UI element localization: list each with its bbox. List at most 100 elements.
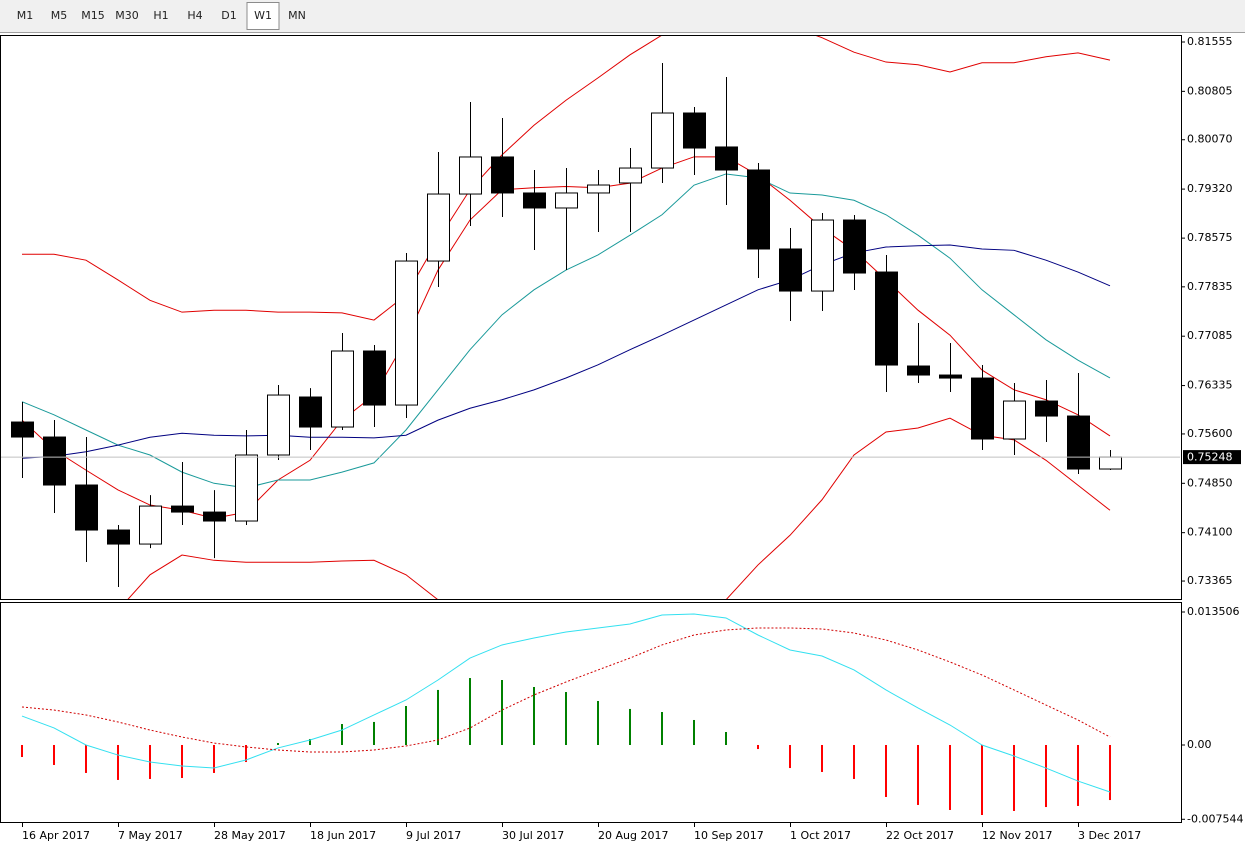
y-tick-label: 0.78575 bbox=[1187, 231, 1233, 244]
indicator-line bbox=[22, 36, 1111, 321]
x-tick-label: 18 Jun 2017 bbox=[310, 829, 376, 842]
candle-body bbox=[43, 436, 66, 486]
active-timeframe bbox=[246, 2, 280, 30]
timeframe-button[interactable]: D1 bbox=[221, 9, 236, 22]
y-tick-label: 0.013506 bbox=[1187, 605, 1240, 618]
candle-body bbox=[203, 511, 226, 522]
x-tick-label: 9 Jul 2017 bbox=[406, 829, 461, 842]
histogram-bar bbox=[757, 744, 759, 750]
histogram-bar bbox=[629, 708, 631, 745]
histogram-bar bbox=[661, 712, 663, 745]
candle-body bbox=[779, 248, 802, 292]
timeframe-button[interactable]: M5 bbox=[51, 9, 68, 22]
histogram-bar bbox=[917, 744, 919, 805]
histogram-bar bbox=[725, 731, 727, 745]
x-tick-label: 3 Dec 2017 bbox=[1078, 829, 1141, 842]
indicator-line bbox=[127, 417, 1111, 599]
timeframe-button[interactable]: H4 bbox=[187, 9, 202, 22]
histogram-bar bbox=[1077, 744, 1079, 806]
indicator-plot bbox=[21, 613, 1111, 816]
y-tick-label: 0.79320 bbox=[1187, 182, 1233, 195]
x-tick-label: 20 Aug 2017 bbox=[598, 829, 668, 842]
x-tick-label: 7 May 2017 bbox=[118, 829, 183, 842]
histogram-bar bbox=[373, 721, 375, 745]
histogram-bar bbox=[821, 744, 823, 772]
candle-body bbox=[555, 192, 578, 209]
candle-body bbox=[267, 394, 290, 456]
histogram-bar bbox=[309, 738, 311, 745]
y-tick-label: 0.76335 bbox=[1187, 379, 1233, 392]
candle-body bbox=[747, 169, 770, 250]
histogram-bar bbox=[501, 680, 503, 745]
timeframe-button[interactable]: M15 bbox=[81, 9, 105, 22]
candle-body bbox=[939, 374, 962, 379]
histogram-bar bbox=[1109, 744, 1111, 801]
y-tick-label: 0.80070 bbox=[1187, 133, 1233, 146]
y-tick-label: -0.007544 bbox=[1187, 812, 1243, 825]
histogram-bar bbox=[53, 744, 55, 765]
current-price-label: 0.75248 bbox=[1187, 451, 1233, 464]
toolbar bbox=[0, 0, 1245, 32]
y-tick-label: 0.75600 bbox=[1187, 427, 1233, 440]
candle-body bbox=[1067, 415, 1090, 470]
timeframe-button[interactable]: W1 bbox=[254, 9, 272, 22]
candle-body bbox=[651, 112, 674, 169]
histogram-bar bbox=[341, 724, 343, 745]
current-price-box bbox=[1183, 450, 1241, 465]
candle-body bbox=[683, 112, 706, 149]
y-tick-label: 0.73365 bbox=[1187, 574, 1233, 587]
candle-body bbox=[459, 156, 482, 195]
axes: 0.81555 0.80805 0.80070 0.79320 0.78575 0.778… bbox=[22, 35, 1243, 842]
x-tick-label: 1 Oct 2017 bbox=[790, 829, 851, 842]
candle-body bbox=[75, 484, 98, 531]
x-tick-label: 12 Nov 2017 bbox=[982, 829, 1052, 842]
candle-body bbox=[843, 219, 866, 274]
candle-body bbox=[331, 350, 354, 428]
candle-body bbox=[1035, 400, 1058, 417]
y-tick-label: 0.80805 bbox=[1187, 84, 1233, 97]
timeframe-button[interactable]: M30 bbox=[115, 9, 139, 22]
indicator-line bbox=[21, 244, 1111, 459]
candle-body bbox=[619, 167, 642, 184]
x-tick-label: 16 Apr 2017 bbox=[22, 829, 90, 842]
timeframe-button[interactable]: H1 bbox=[153, 9, 168, 22]
histogram-bar bbox=[533, 686, 535, 745]
histogram-bar bbox=[469, 678, 471, 745]
histogram-bar bbox=[85, 744, 87, 773]
timeframe-button[interactable]: MN bbox=[288, 9, 306, 22]
candle-body bbox=[363, 350, 386, 406]
candle-body bbox=[1099, 456, 1122, 470]
candle-body bbox=[587, 184, 610, 194]
candle-body bbox=[299, 396, 322, 428]
indicator-line bbox=[21, 627, 1111, 753]
timeframe-button[interactable]: M1 bbox=[17, 9, 34, 22]
candle-body bbox=[971, 377, 994, 440]
candle-body bbox=[811, 219, 834, 292]
histogram-bar bbox=[565, 692, 567, 745]
histogram-bar bbox=[117, 744, 119, 780]
candle-body bbox=[395, 260, 418, 406]
histogram-bar bbox=[1045, 744, 1047, 808]
candle-body bbox=[1003, 400, 1026, 440]
histogram-bar bbox=[597, 700, 599, 745]
histogram-bar bbox=[693, 719, 695, 745]
candle-body bbox=[427, 193, 450, 262]
histogram-bar bbox=[181, 744, 183, 778]
candle-body bbox=[11, 421, 34, 438]
histogram-bar bbox=[437, 689, 439, 745]
candle-body bbox=[235, 454, 258, 522]
x-tick-label: 22 Oct 2017 bbox=[886, 829, 954, 842]
indicator-pane bbox=[0, 602, 1182, 823]
x-tick-label: 10 Sep 2017 bbox=[694, 829, 764, 842]
candle-body bbox=[139, 505, 162, 545]
candle-body bbox=[491, 156, 514, 194]
candle-body bbox=[171, 505, 194, 513]
indicator-line bbox=[21, 613, 1111, 793]
histogram-bar bbox=[885, 744, 887, 797]
y-tick-label: 0.74850 bbox=[1187, 476, 1233, 489]
histogram-bar bbox=[245, 744, 247, 763]
histogram-bar bbox=[277, 743, 279, 745]
y-tick-label: 0.77835 bbox=[1187, 280, 1233, 293]
y-tick-label: 0.77085 bbox=[1187, 329, 1233, 342]
histogram-bar bbox=[1013, 744, 1015, 811]
